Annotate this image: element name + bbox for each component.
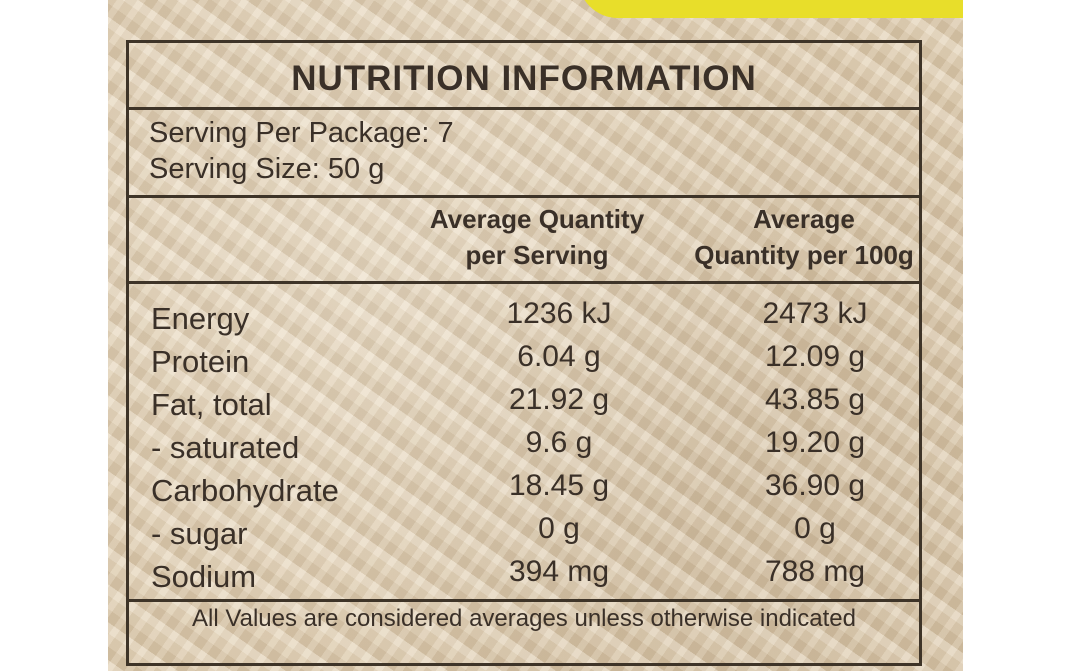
per-100g-header-line1: Average bbox=[753, 204, 855, 234]
per-serving-header: Average Quantity per Serving bbox=[407, 201, 667, 273]
per-serving-value: 1236 kJ bbox=[506, 297, 612, 330]
per-100g-header-line2: Quantity per 100g bbox=[694, 240, 914, 270]
divider bbox=[129, 281, 919, 284]
per-100g-value: 43.85 g bbox=[764, 383, 866, 416]
per-serving-value: 0 g bbox=[538, 512, 580, 545]
per-serving-value: 394 mg bbox=[508, 555, 610, 588]
per-100g-value: 788 mg bbox=[764, 555, 866, 588]
per-100g-value: 2473 kJ bbox=[762, 297, 868, 330]
per-serving-value: 6.04 g bbox=[517, 340, 601, 373]
product-package-photo: NUTRITION INFORMATION Serving Per Packag… bbox=[108, 0, 963, 671]
nutrient-name: Energy bbox=[151, 301, 250, 336]
divider bbox=[129, 599, 919, 602]
label-title: NUTRITION INFORMATION bbox=[291, 59, 757, 98]
yellow-package-band bbox=[578, 0, 963, 18]
nutrient-name: Carbohydrate bbox=[151, 473, 339, 508]
per-100g-value: 36.90 g bbox=[764, 469, 866, 502]
per-serving-value: 21.92 g bbox=[508, 383, 610, 416]
divider bbox=[129, 195, 919, 198]
nutrition-label: NUTRITION INFORMATION Serving Per Packag… bbox=[126, 40, 922, 666]
divider bbox=[129, 107, 919, 110]
footer-note: All Values are considered averages unles… bbox=[192, 605, 856, 632]
nutrient-name: Sodium bbox=[151, 559, 257, 594]
nutrient-name: - sugar bbox=[151, 516, 248, 551]
nutrient-name: Protein bbox=[151, 344, 250, 379]
per-100g-value: 0 g bbox=[794, 512, 836, 545]
per-serving-header-line1: Average Quantity bbox=[429, 204, 645, 234]
per-100g-header: Average Quantity per 100g bbox=[689, 201, 919, 273]
per-100g-value: 19.20 g bbox=[764, 426, 866, 459]
per-100g-value: 12.09 g bbox=[764, 340, 866, 373]
nutrient-name: - saturated bbox=[151, 430, 300, 465]
serving-size: Serving Size: 50 g bbox=[149, 153, 385, 185]
nutrient-name: Fat, total bbox=[151, 387, 272, 422]
per-serving-value: 18.45 g bbox=[508, 469, 610, 502]
per-serving-value: 9.6 g bbox=[525, 426, 593, 459]
serving-per-package: Serving Per Package: 7 bbox=[149, 117, 454, 149]
per-serving-header-line2: per Serving bbox=[465, 240, 609, 270]
